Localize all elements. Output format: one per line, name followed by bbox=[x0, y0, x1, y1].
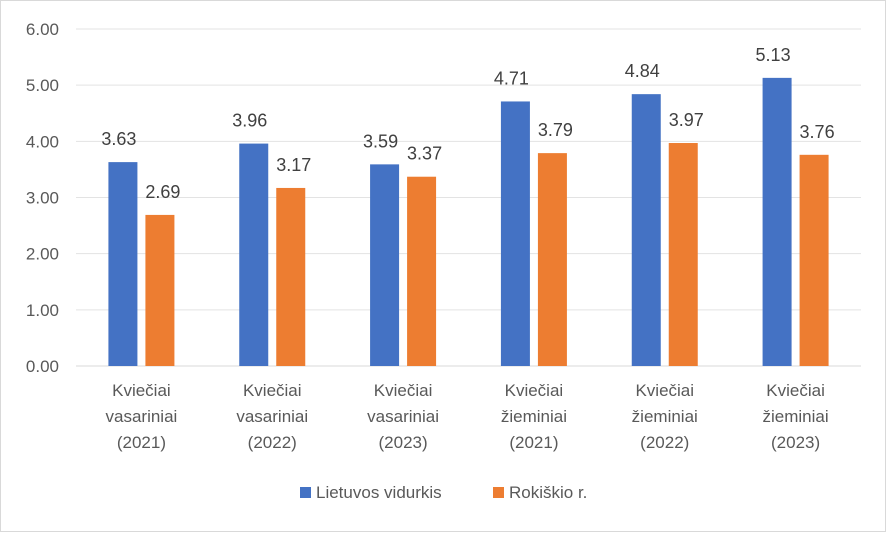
x-category-label: (2022) bbox=[640, 433, 689, 452]
bar-rokiskio bbox=[407, 176, 437, 366]
x-category-label: žieminiai bbox=[763, 407, 829, 426]
y-tick-label: 5.00 bbox=[26, 76, 59, 95]
bar-lietuvos-vidurkis bbox=[762, 77, 792, 367]
bar-lietuvos-vidurkis bbox=[631, 94, 661, 367]
x-category-label: (2023) bbox=[771, 433, 820, 452]
bar-lietuvos-vidurkis bbox=[108, 162, 138, 366]
data-label: 3.76 bbox=[800, 122, 835, 142]
data-labels: 3.63 2.69 3.96 3.17 3.59 3.37 4.71 3.79 4.84 3.97… bbox=[101, 45, 834, 202]
data-label: 3.63 bbox=[101, 129, 136, 149]
y-tick-label: 3.00 bbox=[26, 189, 59, 208]
data-label: 3.79 bbox=[538, 120, 573, 140]
data-label: 3.96 bbox=[232, 111, 267, 131]
y-axis-ticks: 0.00 1.00 2.00 3.00 4.00 5.00 6.00 bbox=[26, 20, 59, 376]
legend-swatch bbox=[493, 487, 504, 498]
bars bbox=[108, 77, 829, 367]
data-label: 4.84 bbox=[625, 61, 660, 81]
y-tick-label: 4.00 bbox=[26, 132, 59, 151]
x-category-label: Kviečiai bbox=[635, 381, 694, 400]
legend-swatch bbox=[300, 487, 311, 498]
data-label: 3.97 bbox=[669, 110, 704, 130]
legend-label: Rokiškio r. bbox=[509, 483, 587, 502]
legend-label: Lietuvos vidurkis bbox=[316, 483, 442, 502]
x-category-label: vasariniai bbox=[236, 407, 308, 426]
x-category-label: (2021) bbox=[509, 433, 558, 452]
x-category-label: (2021) bbox=[117, 433, 166, 452]
x-category-label: Kviečiai bbox=[766, 381, 825, 400]
data-label: 4.71 bbox=[494, 68, 529, 88]
bar-rokiskio bbox=[276, 187, 306, 366]
x-category-label: Kviečiai bbox=[243, 381, 302, 400]
y-tick-label: 6.00 bbox=[26, 20, 59, 39]
data-label: 2.69 bbox=[145, 182, 180, 202]
x-axis-categories: Kviečiai vasariniai (2021) Kviečiai vasarini… bbox=[106, 381, 829, 452]
y-tick-label: 1.00 bbox=[26, 301, 59, 320]
x-category-label: (2023) bbox=[379, 433, 428, 452]
y-tick-label: 0.00 bbox=[26, 357, 59, 376]
bar-rokiskio bbox=[145, 214, 175, 366]
x-category-label: Kviečiai bbox=[505, 381, 564, 400]
x-category-label: vasariniai bbox=[106, 407, 178, 426]
data-label: 3.59 bbox=[363, 131, 398, 151]
x-category-label: vasariniai bbox=[367, 407, 439, 426]
x-category-label: Kviečiai bbox=[112, 381, 171, 400]
data-label: 3.17 bbox=[276, 155, 311, 175]
data-label: 3.37 bbox=[407, 144, 442, 164]
bar-lietuvos-vidurkis bbox=[239, 143, 269, 366]
legend: Lietuvos vidurkis Rokiškio r. bbox=[300, 483, 587, 502]
bar-rokiskio bbox=[537, 153, 567, 366]
bar-lietuvos-vidurkis bbox=[500, 101, 530, 366]
x-category-label: žieminiai bbox=[632, 407, 698, 426]
data-label: 5.13 bbox=[756, 45, 791, 65]
y-tick-label: 2.00 bbox=[26, 245, 59, 264]
x-category-label: (2022) bbox=[248, 433, 297, 452]
bar-rokiskio bbox=[668, 143, 698, 366]
bar-rokiskio bbox=[799, 154, 829, 366]
gridlines bbox=[76, 28, 861, 367]
x-category-label: žieminiai bbox=[501, 407, 567, 426]
x-category-label: Kviečiai bbox=[374, 381, 433, 400]
bar-lietuvos-vidurkis bbox=[370, 164, 400, 366]
